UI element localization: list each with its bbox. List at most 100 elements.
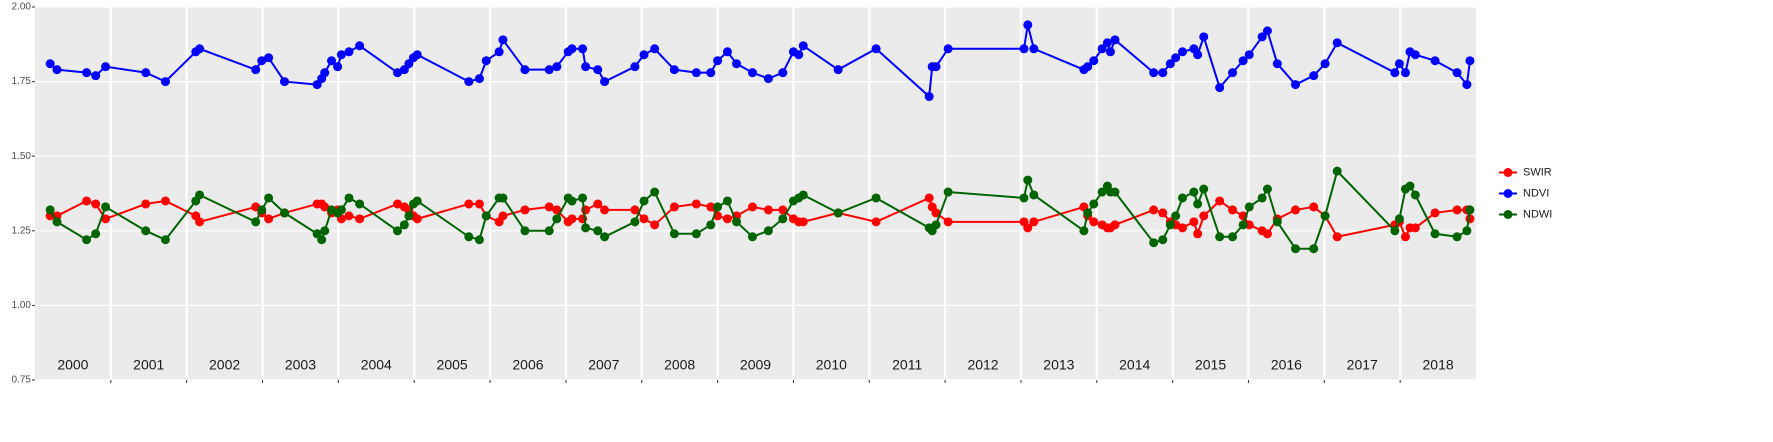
point: [650, 44, 660, 54]
point: [474, 74, 484, 84]
point: [1272, 59, 1282, 69]
point: [1410, 190, 1420, 200]
point: [481, 56, 491, 66]
point: [412, 50, 422, 60]
point: [552, 62, 562, 72]
point: [1189, 217, 1199, 227]
year-label: 2000: [57, 357, 88, 373]
point: [1171, 211, 1181, 221]
point: [778, 68, 788, 78]
point: [1177, 193, 1187, 203]
point: [464, 199, 474, 209]
point: [1244, 202, 1254, 212]
point: [578, 193, 588, 203]
point: [1430, 229, 1440, 239]
point: [1228, 232, 1238, 242]
point: [264, 214, 274, 224]
point: [1309, 202, 1319, 212]
point: [1410, 50, 1420, 60]
point: [650, 187, 660, 197]
point: [578, 44, 588, 54]
point: [1149, 238, 1159, 248]
point: [931, 220, 941, 230]
point: [798, 217, 808, 227]
point: [1238, 56, 1248, 66]
point: [1023, 175, 1033, 185]
point: [1400, 68, 1410, 78]
point: [722, 196, 732, 206]
point: [141, 226, 151, 236]
point: [160, 235, 170, 245]
point: [1193, 199, 1203, 209]
point: [713, 202, 723, 212]
point: [794, 50, 804, 60]
point: [1110, 187, 1120, 197]
point: [763, 205, 773, 215]
point: [943, 217, 953, 227]
point: [763, 74, 773, 84]
point: [160, 77, 170, 87]
y-tick-label: 0.75: [12, 375, 32, 386]
point: [1390, 226, 1400, 236]
point: [1089, 56, 1099, 66]
point: [355, 41, 365, 51]
point: [393, 226, 403, 236]
point: [474, 235, 484, 245]
point: [336, 205, 346, 215]
year-label: 2005: [437, 357, 468, 373]
point: [1452, 232, 1462, 242]
point: [1023, 20, 1033, 30]
point: [1193, 50, 1203, 60]
point: [1079, 226, 1089, 236]
point: [1089, 217, 1099, 227]
point: [336, 50, 346, 60]
point: [1215, 196, 1225, 206]
point: [141, 199, 151, 209]
point: [393, 199, 403, 209]
year-label: 2014: [1119, 357, 1150, 373]
point: [593, 65, 603, 75]
point: [1199, 211, 1209, 221]
point: [747, 202, 757, 212]
point: [1320, 59, 1330, 69]
point: [639, 196, 649, 206]
point: [333, 62, 343, 72]
point: [691, 199, 701, 209]
point: [778, 205, 788, 215]
point: [498, 193, 508, 203]
point: [1238, 220, 1248, 230]
point: [1430, 208, 1440, 218]
point: [320, 226, 330, 236]
year-label: 2009: [740, 357, 771, 373]
point: [833, 65, 843, 75]
point: [931, 208, 941, 218]
point: [1244, 50, 1254, 60]
point: [600, 205, 610, 215]
point: [763, 226, 773, 236]
point: [1097, 44, 1107, 54]
year-label: 2010: [816, 357, 847, 373]
point: [91, 229, 101, 239]
legend-label: NDWI: [1523, 208, 1552, 220]
point: [706, 68, 716, 78]
point: [1405, 181, 1415, 191]
point: [732, 217, 742, 227]
point: [1171, 53, 1181, 63]
point: [691, 229, 701, 239]
point: [45, 59, 55, 69]
point: [871, 193, 881, 203]
year-label: 2007: [588, 357, 619, 373]
point: [581, 205, 591, 215]
point: [931, 62, 941, 72]
point: [1110, 220, 1120, 230]
point: [101, 214, 111, 224]
point: [1228, 205, 1238, 215]
y-tick-label: 2.00: [12, 2, 32, 13]
point: [412, 214, 422, 224]
point: [257, 56, 267, 66]
point: [251, 217, 261, 227]
point: [1199, 184, 1209, 194]
point: [1110, 35, 1120, 45]
point: [1149, 68, 1159, 78]
point: [630, 217, 640, 227]
